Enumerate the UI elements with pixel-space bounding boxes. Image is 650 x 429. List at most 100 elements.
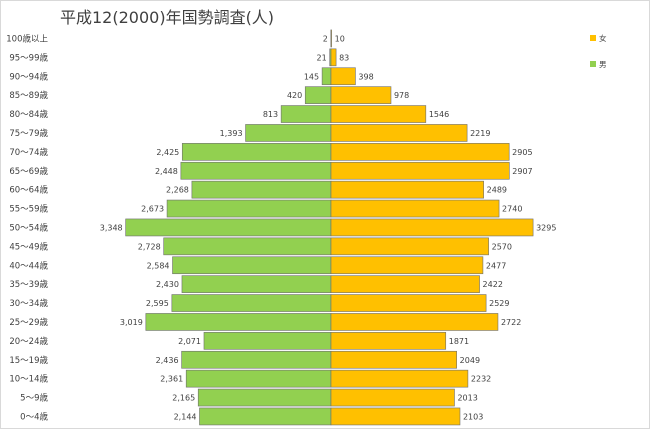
legend-label-female: 女 [599,33,607,43]
data-label-male: 2 [323,34,328,43]
data-label-male: 2,584 [147,261,170,270]
y-tick-label: 15～19歳 [9,355,48,366]
bar-female [330,143,510,161]
data-label-female: 2232 [471,375,491,384]
y-tick-label: 90～94歳 [9,71,48,82]
data-label-female: 2740 [502,205,522,214]
y-tick-label: 5～9歳 [20,393,48,404]
bar-male [245,124,332,142]
y-tick-label: 95～99歳 [9,52,48,63]
bar-female [330,105,427,123]
data-label-female: 1871 [449,337,469,346]
data-label-male: 2,430 [156,280,179,289]
bar-female [330,48,337,67]
legend-swatch-male [590,61,596,67]
y-tick-label: 25～29歳 [9,317,48,328]
bar-male [181,275,332,293]
bar-male [321,67,332,86]
bar-male [197,388,332,407]
y-tick-label: 35～39歳 [9,279,48,290]
bar-male [181,143,332,161]
data-label-female: 2570 [492,242,512,251]
data-label-male: 2,436 [156,356,179,365]
data-label-female: 2219 [470,129,490,138]
data-label-female: 83 [339,53,349,62]
bar-female [330,332,447,350]
data-label-female: 2422 [483,280,503,289]
bar-female [330,256,484,275]
bar-female [330,237,489,256]
bar-female [330,29,332,48]
data-label-male: 2,448 [155,167,178,176]
y-tick-label: 70～74歳 [9,147,48,158]
data-label-male: 2,425 [156,148,179,157]
bar-male [125,218,332,237]
bar-male [163,237,332,256]
y-tick-label: 60～64歳 [9,185,48,196]
y-tick-label: 100歳以上 [6,33,48,44]
data-label-male: 2,595 [146,299,169,308]
data-label-female: 398 [358,72,373,81]
bar-male [171,294,332,312]
bar-male [304,86,332,104]
y-tick-label: 20～24歳 [9,336,48,347]
bar-male [172,256,332,275]
y-tick-label: 75～79歳 [9,128,48,139]
bar-male [203,332,332,350]
y-tick-label: 10～14歳 [9,374,48,385]
data-label-male: 2,268 [166,186,189,195]
chart-title: 平成12(2000)年国勢調査(人) [60,8,275,27]
data-label-male: 145 [304,72,319,81]
data-label-male: 2,144 [174,412,197,421]
bar-female [330,350,457,369]
data-label-male: 420 [287,91,302,100]
bar-male [166,199,332,218]
data-label-male: 2,728 [138,242,161,251]
y-tick-label: 65～69歳 [9,166,48,177]
y-tick-label: 85～89歳 [9,90,48,101]
bar-female [330,407,461,426]
bar-female [330,199,500,218]
data-label-female: 10 [335,34,345,43]
bar-male [191,180,332,199]
data-label-female: 2013 [457,394,477,403]
data-label-female: 3295 [536,223,556,232]
legend-swatch-female [590,35,596,41]
data-label-male: 2,673 [141,205,164,214]
bar-male [145,313,332,331]
bar-female [330,294,487,312]
bar-female [330,275,480,293]
bar-female [330,67,356,86]
bar-female [330,124,468,142]
data-label-male: 2,361 [160,375,183,384]
y-tick-label: 30～34歳 [9,298,48,309]
bar-female [330,218,534,237]
legend-label-male: 男 [599,60,607,69]
bar-male [181,350,332,369]
data-label-female: 2049 [460,356,480,365]
data-label-female: 2477 [486,261,506,270]
y-tick-label: 55～59歳 [9,204,48,215]
bar-female [330,388,455,407]
y-tick-label: 50～54歳 [9,222,48,233]
bar-female [330,161,510,180]
bar-male [199,407,332,426]
y-tick-label: 0～4歳 [20,411,48,422]
y-tick-label: 45～49歳 [9,241,48,252]
data-label-female: 978 [394,91,409,100]
data-label-male: 3,348 [100,223,123,232]
data-label-male: 2,071 [178,337,201,346]
data-label-male: 3,019 [120,318,143,327]
data-label-male: 2,165 [172,394,195,403]
bar-female [330,313,499,331]
bar-female [330,180,484,199]
y-tick-label: 80～84歳 [9,109,48,120]
data-label-female: 1546 [429,110,449,119]
data-label-female: 2529 [489,299,509,308]
bar-female [330,369,469,388]
data-label-male: 1,393 [220,129,243,138]
bar-female [330,86,392,104]
bar-male [185,369,332,388]
y-tick-label: 40～44歳 [9,260,48,271]
